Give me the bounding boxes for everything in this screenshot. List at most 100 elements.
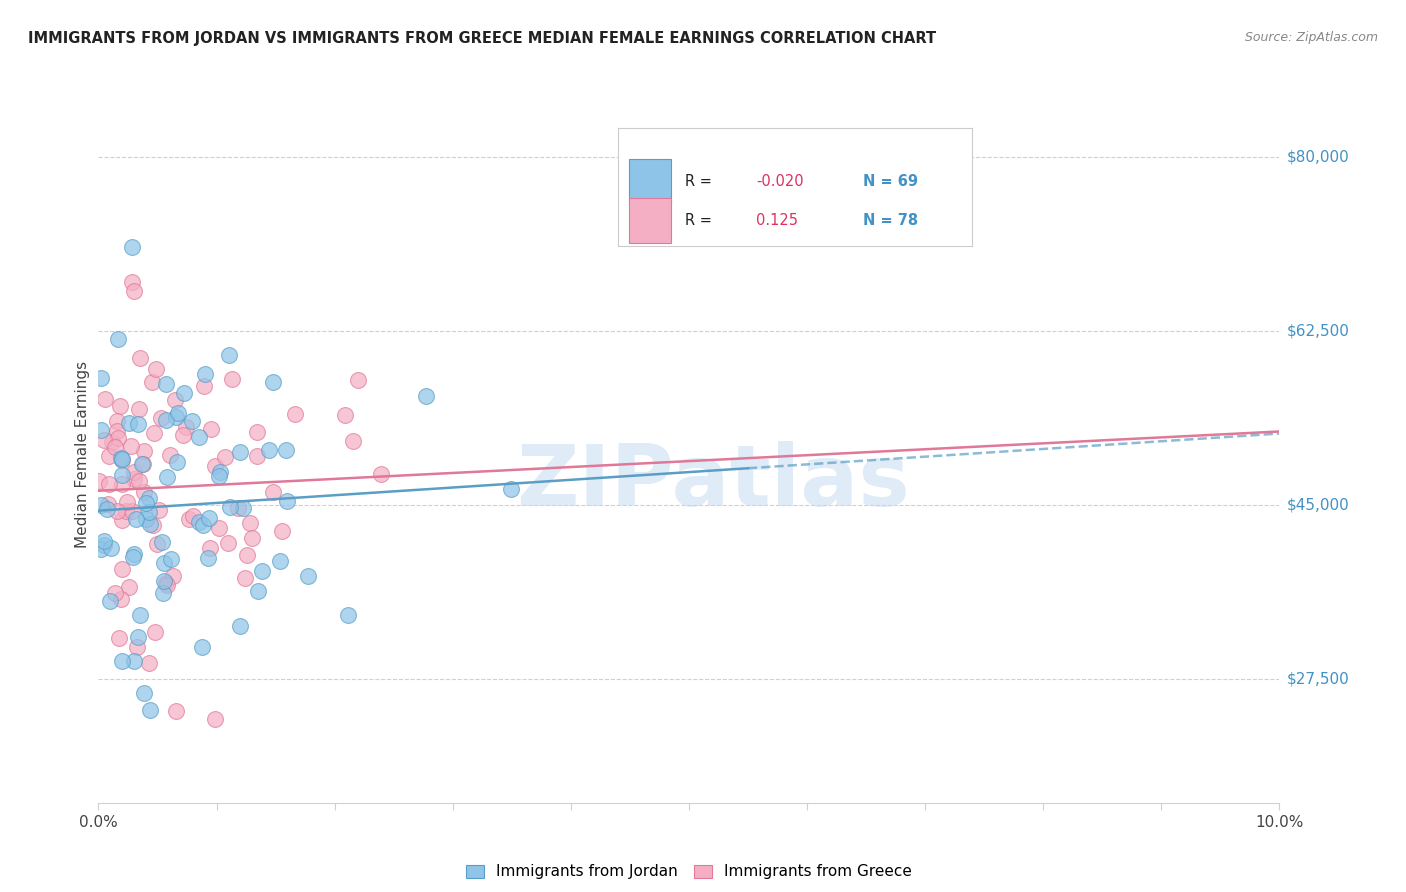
Point bbox=[129, 351, 152, 365]
Point bbox=[111, 513, 134, 527]
Point bbox=[111, 452, 134, 467]
Point bbox=[129, 608, 152, 623]
Point bbox=[124, 472, 146, 486]
Point bbox=[125, 640, 148, 655]
Point bbox=[181, 414, 204, 428]
Point bbox=[197, 511, 219, 525]
Point bbox=[122, 465, 145, 479]
Point bbox=[111, 468, 134, 483]
Point bbox=[252, 564, 274, 578]
Point bbox=[143, 624, 166, 639]
Point bbox=[207, 469, 229, 483]
Point bbox=[188, 430, 211, 444]
Point bbox=[174, 419, 197, 434]
Point bbox=[150, 534, 173, 549]
Text: $45,000: $45,000 bbox=[1286, 497, 1350, 512]
Point bbox=[336, 608, 359, 623]
Point bbox=[97, 497, 120, 511]
Point bbox=[240, 531, 263, 545]
Point bbox=[93, 533, 115, 548]
Point bbox=[132, 686, 155, 700]
Point bbox=[218, 348, 240, 362]
Point bbox=[166, 406, 188, 420]
Point bbox=[93, 538, 115, 552]
Point bbox=[162, 569, 184, 583]
Point bbox=[204, 712, 226, 726]
Point bbox=[415, 389, 437, 403]
Text: IMMIGRANTS FROM JORDAN VS IMMIGRANTS FROM GREECE MEDIAN FEMALE EARNINGS CORRELAT: IMMIGRANTS FROM JORDAN VS IMMIGRANTS FRO… bbox=[28, 31, 936, 46]
Point bbox=[159, 448, 181, 462]
Point bbox=[166, 455, 188, 469]
Point bbox=[148, 503, 170, 517]
Point bbox=[135, 496, 157, 510]
Point bbox=[247, 584, 270, 599]
Point bbox=[131, 458, 153, 472]
Point bbox=[90, 423, 112, 437]
Point bbox=[204, 459, 226, 474]
Point bbox=[208, 521, 231, 535]
Point bbox=[105, 504, 128, 518]
Point bbox=[270, 524, 292, 539]
Point bbox=[156, 469, 179, 483]
Point bbox=[132, 457, 155, 471]
Point bbox=[97, 476, 120, 491]
Point bbox=[181, 509, 204, 524]
Point bbox=[284, 407, 307, 421]
Point bbox=[262, 484, 284, 499]
Point bbox=[128, 475, 150, 489]
Point bbox=[127, 417, 149, 432]
Point bbox=[138, 657, 160, 671]
Point bbox=[111, 561, 134, 575]
Point bbox=[156, 578, 179, 592]
Point bbox=[219, 500, 242, 514]
Point bbox=[120, 439, 142, 453]
Point bbox=[160, 552, 183, 566]
Point bbox=[139, 517, 162, 532]
Point bbox=[228, 445, 250, 459]
Point bbox=[110, 591, 132, 606]
Point bbox=[346, 373, 368, 387]
Point bbox=[121, 275, 143, 289]
Point bbox=[342, 434, 364, 448]
Point bbox=[90, 371, 112, 385]
Point bbox=[105, 424, 128, 438]
Point bbox=[101, 435, 124, 450]
Point bbox=[172, 427, 194, 442]
Point bbox=[165, 393, 187, 408]
Point bbox=[122, 284, 145, 298]
Point bbox=[229, 619, 252, 633]
Point bbox=[370, 467, 392, 481]
Point bbox=[122, 547, 145, 561]
Point bbox=[118, 416, 141, 430]
Point bbox=[200, 541, 222, 555]
Point bbox=[110, 451, 132, 466]
Point bbox=[297, 568, 319, 582]
Point bbox=[90, 499, 112, 513]
Text: $80,000: $80,000 bbox=[1286, 149, 1350, 164]
Point bbox=[257, 443, 280, 458]
Point bbox=[235, 571, 257, 585]
Point bbox=[152, 586, 174, 600]
Point bbox=[132, 485, 155, 500]
Point bbox=[200, 422, 222, 436]
Point bbox=[105, 414, 128, 428]
Point bbox=[214, 450, 236, 465]
Point bbox=[107, 332, 129, 346]
Point bbox=[115, 495, 138, 509]
Point bbox=[142, 426, 165, 441]
Point bbox=[149, 411, 172, 425]
Point bbox=[155, 576, 177, 591]
Point bbox=[104, 441, 127, 455]
Point bbox=[194, 368, 217, 382]
Point bbox=[98, 449, 121, 463]
Point bbox=[232, 500, 254, 515]
Point bbox=[111, 476, 134, 491]
Point bbox=[276, 494, 298, 508]
Point bbox=[191, 518, 214, 533]
Point bbox=[228, 501, 250, 516]
Point bbox=[94, 392, 117, 407]
Point bbox=[239, 516, 262, 530]
Point bbox=[145, 361, 167, 376]
Point bbox=[246, 449, 269, 463]
Text: Source: ZipAtlas.com: Source: ZipAtlas.com bbox=[1244, 31, 1378, 45]
